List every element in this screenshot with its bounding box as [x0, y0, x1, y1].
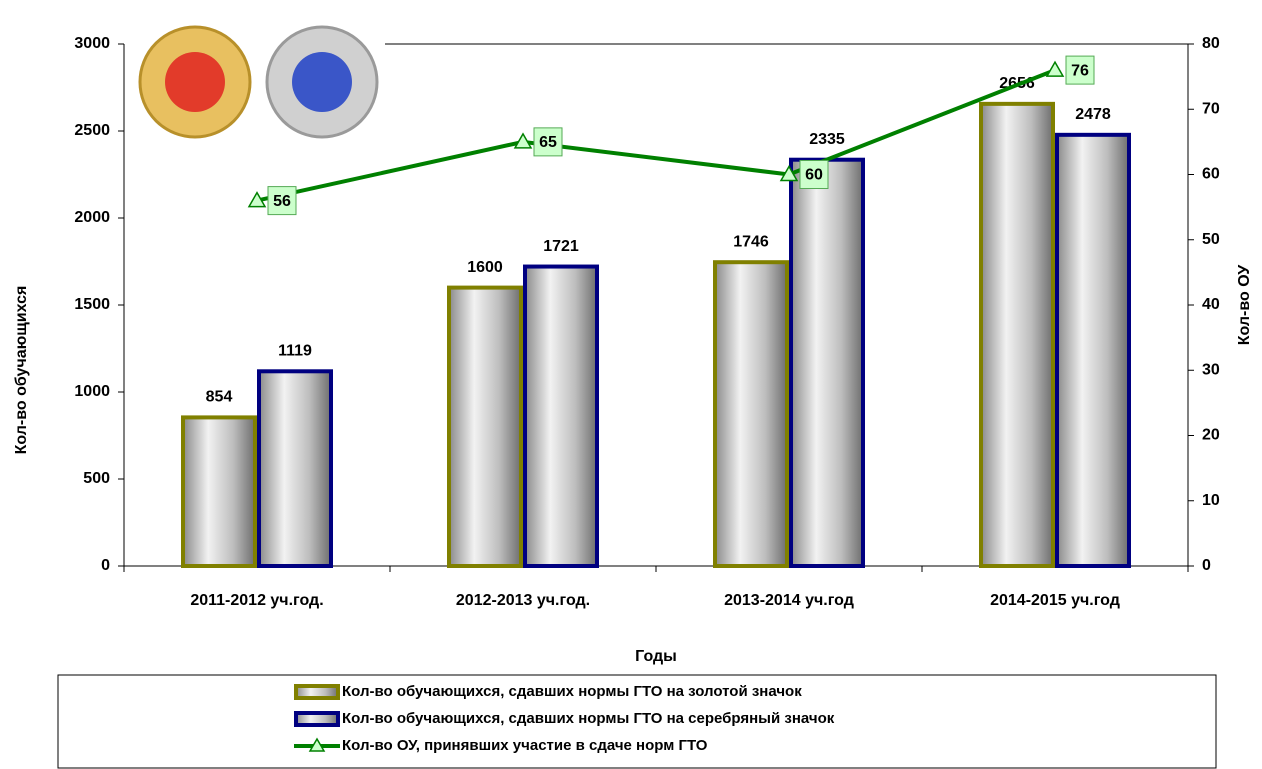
y-tick-label: 2500: [74, 122, 110, 139]
y2-tick-label: 20: [1202, 427, 1220, 444]
x-tick-label: 2011-2012 уч.год.: [190, 592, 323, 609]
marker: [513, 132, 533, 149]
data-label: 65: [539, 134, 557, 151]
data-label-box: [799, 160, 829, 189]
legend-label: Кол-во ОУ, принявших участие в сдаче нор…: [342, 737, 708, 754]
data-label-box: [1065, 55, 1095, 85]
y-axis-title: Кол-во обучающихся: [13, 286, 30, 455]
x-tick-label: 2014-2015 уч.год: [990, 592, 1120, 609]
data-label: 2478: [1075, 106, 1111, 123]
bar: [1055, 132, 1131, 568]
line: [256, 68, 1056, 203]
data-label: 56: [273, 193, 291, 210]
bar: [979, 101, 1055, 569]
y2-tick-label: 30: [1202, 361, 1220, 378]
y-tick-label: 2000: [74, 209, 110, 226]
bar: [523, 264, 599, 568]
data-label: 1721: [543, 238, 579, 255]
y-tick-label: 3000: [74, 35, 110, 52]
data-label: 1600: [467, 259, 503, 276]
legend-marker: [308, 737, 326, 752]
y-tick-label: 500: [83, 470, 110, 487]
data-label: 1746: [733, 233, 769, 250]
legend-swatch: [294, 684, 340, 700]
legend-label: Кол-во обучающихся, сдавших нормы ГТО на…: [342, 710, 835, 727]
marker: [779, 164, 799, 182]
data-label-box: [267, 186, 297, 216]
marker: [1045, 60, 1065, 77]
y2-tick-label: 10: [1202, 492, 1220, 509]
data-label: 60: [805, 167, 823, 184]
legend-label: Кол-во обучающихся, сдавших нормы ГТО на…: [342, 683, 802, 700]
data-label-box: [533, 127, 563, 157]
y2-tick-label: 50: [1202, 231, 1220, 248]
legend-swatch: [294, 711, 340, 727]
bar: [447, 285, 523, 568]
y2-tick-label: 80: [1202, 35, 1220, 52]
bar: [713, 260, 789, 568]
y2-tick-label: 0: [1202, 557, 1211, 574]
y2-tick-label: 40: [1202, 296, 1220, 313]
badges: [138, 25, 379, 139]
y2-tick-label: 70: [1202, 100, 1220, 117]
data-label: 2335: [809, 131, 845, 148]
bar: [181, 415, 257, 568]
x-tick-label: 2013-2014 уч.год: [724, 592, 854, 609]
data-label: 854: [206, 389, 233, 406]
y2-axis-title: Кол-во ОУ: [1236, 264, 1253, 346]
y-tick-label: 1500: [74, 296, 110, 313]
marker: [247, 191, 267, 208]
bar: [257, 369, 333, 568]
x-axis-title: Годы: [635, 648, 677, 665]
bar: [789, 157, 865, 569]
y-tick-label: 0: [101, 557, 110, 574]
y2-tick-label: 60: [1202, 166, 1220, 183]
data-label: 1119: [278, 343, 312, 360]
y-tick-label: 1000: [74, 383, 110, 400]
legend: [57, 674, 1217, 769]
x-tick-label: 2012-2013 уч.год.: [456, 592, 590, 609]
data-label: 76: [1071, 62, 1089, 79]
